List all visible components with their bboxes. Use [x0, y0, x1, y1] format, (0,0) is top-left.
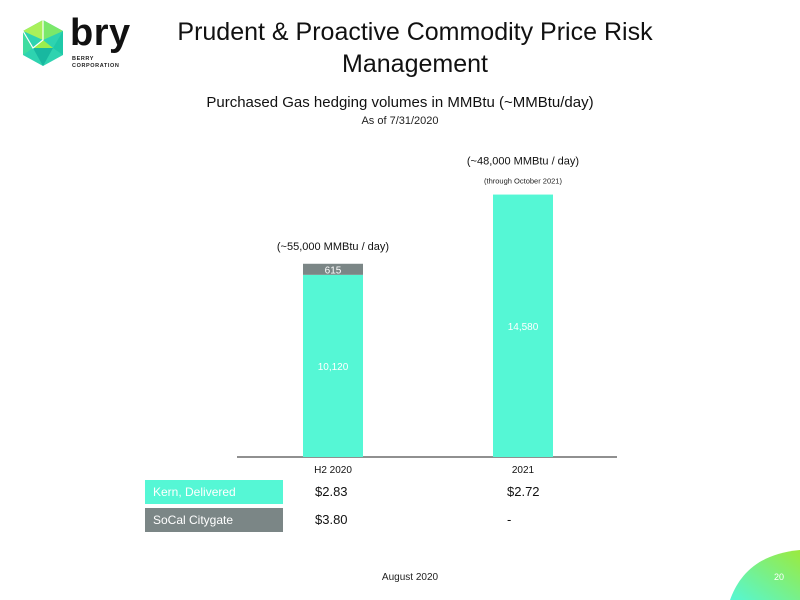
- page-title: Prudent & Proactive Commodity Price Risk…: [177, 18, 653, 78]
- x-tick-label-0: H2 2020: [314, 465, 352, 476]
- logo-wordmark: bry: [70, 12, 131, 54]
- x-tick-label-1: 2021: [512, 465, 535, 476]
- annotation-main-0: (~55,000 MMBtu / day): [277, 241, 389, 253]
- annotation-main-1: (~48,000 MMBtu / day): [467, 156, 579, 168]
- bar-h2-2020-kern-delivered: [303, 274, 363, 457]
- corner-accent-shape: [730, 550, 800, 600]
- legend-kern-delivered: Kern, Delivered: [145, 480, 283, 504]
- price-kern-h2-2020: $2.83: [315, 484, 348, 499]
- chart-subtitle: Purchased Gas hedging volumes in MMBtu (…: [206, 94, 594, 111]
- berry-logo: bry BERRY CORPORATION: [20, 12, 140, 74]
- bar-2021-kern-delivered: [493, 194, 553, 457]
- price-kern-2021: $2.72: [507, 484, 540, 499]
- icosahedron-logo-icon: [22, 20, 63, 66]
- as-of-date: As of 7/31/2020: [361, 115, 439, 127]
- bar-h2-2020-socal-citygate: [303, 263, 363, 275]
- price-socal-h2-2020: $3.80: [315, 512, 348, 527]
- data-label-2021-0: 14,580: [508, 322, 539, 333]
- page-number: 20: [774, 572, 785, 582]
- data-label-h2-2020-1: 615: [325, 265, 342, 276]
- data-label-h2-2020-0: 10,120: [318, 362, 349, 373]
- annotation-note-1: (through October 2021): [484, 177, 562, 186]
- price-socal-2021: -: [507, 512, 512, 527]
- legend-socal-citygate: SoCal Citygate: [145, 508, 283, 532]
- logo-subtext: BERRY CORPORATION: [72, 56, 120, 69]
- footer-date: August 2020: [381, 572, 439, 583]
